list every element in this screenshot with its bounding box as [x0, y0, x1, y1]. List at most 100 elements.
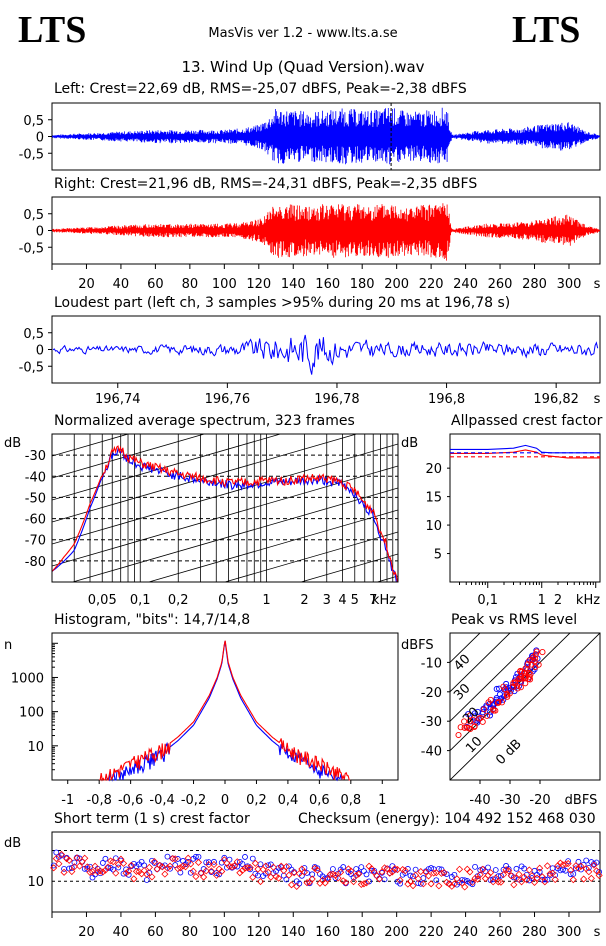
short-diamond: [169, 855, 177, 863]
pvr-diag-label: 0 dB: [493, 737, 525, 769]
short-point-left: [536, 869, 543, 875]
short-diamond: [218, 867, 226, 876]
short-diamond: [567, 866, 575, 874]
pvr-point-right: [533, 648, 540, 655]
short-diamond: [510, 881, 518, 889]
short-point-right: [107, 857, 115, 865]
short-point-right: [435, 882, 443, 890]
short-diamond: [163, 864, 172, 872]
crest-ytick-label: 10: [425, 519, 442, 534]
hist-xtick-label: 0,8: [340, 793, 361, 808]
short-diamond: [551, 875, 559, 884]
right-time-tick-label: 20: [78, 277, 95, 292]
short-point-right: [590, 861, 598, 869]
short-diamond: [174, 865, 182, 873]
short-diamond: [184, 854, 192, 862]
spectrum-ytick-label: -60: [25, 513, 46, 528]
short-point-right: [295, 870, 303, 878]
pvr-diag-line: [450, 633, 481, 664]
short-diamond: [406, 877, 415, 886]
short-point-right: [205, 861, 213, 869]
short-circle: [257, 861, 264, 868]
left-panel-ytick-label: -0,5: [19, 147, 44, 162]
short-point-right: [468, 878, 477, 886]
short-point-left: [249, 855, 256, 862]
hist-xtick-label: -1: [61, 793, 74, 808]
spectrum-frame: [51, 433, 399, 583]
short-diamond: [574, 864, 583, 872]
short-circle: [503, 863, 509, 869]
short-diamond: [401, 867, 409, 875]
pvr-frame: [449, 632, 601, 781]
short-diamond: [505, 867, 513, 875]
short-diamond: [432, 869, 440, 877]
short-point-right: [104, 863, 112, 871]
right-time-tick-label: 140: [281, 277, 306, 292]
hist-frame: [51, 632, 399, 781]
short-point-right: [396, 876, 404, 884]
short-diamond: [466, 868, 474, 876]
short-diamond: [357, 880, 365, 889]
loud-xtick-label: 196,74: [95, 392, 141, 407]
hist-xtick-label: 0,6: [309, 793, 330, 808]
short-point-right: [125, 867, 133, 875]
spectrum-xunit: kHz: [372, 593, 396, 608]
short-circle: [397, 880, 404, 887]
short-circle: [177, 869, 184, 876]
short-circle: [358, 864, 365, 871]
short-diamond: [590, 861, 598, 869]
short-diamond: [264, 868, 272, 876]
short-diamond: [171, 855, 179, 863]
pvr-ytick-label: -40: [421, 745, 442, 760]
short-diamond: [474, 875, 482, 883]
hist-xtick-label: -0,6: [118, 793, 143, 808]
short-point-right: [481, 874, 489, 883]
short-circle: [353, 866, 360, 872]
short-point-left: [283, 876, 290, 883]
short-diamond: [393, 866, 402, 874]
short-diamond: [375, 875, 383, 883]
short-diamond: [290, 869, 298, 877]
short-ytick-label: 10: [27, 875, 44, 890]
short-diamond: [107, 857, 115, 865]
spectrum-slope-line: [52, 620, 398, 720]
short-point-left: [402, 870, 409, 876]
right-time-tick-label: 260: [488, 277, 513, 292]
short-point-right: [484, 871, 492, 879]
short-diamond: [200, 873, 208, 881]
short-diamond: [132, 867, 141, 875]
short-circle: [433, 877, 440, 884]
short-time-tick-label: 300: [557, 925, 582, 940]
short-circle: [420, 875, 427, 881]
short-point-right: [236, 869, 244, 877]
short-point-right: [308, 875, 316, 883]
short-point-right: [355, 870, 363, 878]
short-point-right: [163, 864, 172, 872]
short-diamond: [285, 871, 293, 879]
short-point-right: [161, 870, 169, 878]
short-point-left: [397, 880, 404, 887]
short-point-left: [97, 870, 104, 877]
hist-ylabel: n: [4, 638, 12, 653]
short-diamond: [303, 879, 311, 887]
crest-ylabel: dB: [401, 436, 418, 451]
short-diamond: [350, 878, 358, 886]
short-point-right: [57, 850, 66, 859]
short-circle: [71, 859, 78, 866]
short-circle: [164, 853, 171, 860]
short-diamond: [57, 850, 66, 859]
short-diamond: [577, 862, 585, 870]
short-time-tick-label: 80: [182, 925, 199, 940]
short-point-right: [419, 880, 427, 888]
short-point-right: [181, 863, 190, 871]
short-point-right: [52, 855, 60, 863]
short-point-left: [366, 878, 372, 885]
short-diamond: [55, 860, 63, 868]
short-diamond: [324, 875, 332, 883]
spectrum-xtick-label: 1: [262, 593, 270, 608]
short-diamond: [430, 869, 438, 877]
left-panel-waveform: [52, 107, 600, 165]
short-point-right: [538, 873, 546, 881]
short-point-left: [177, 869, 184, 876]
right-time-tick-label: 100: [212, 277, 237, 292]
